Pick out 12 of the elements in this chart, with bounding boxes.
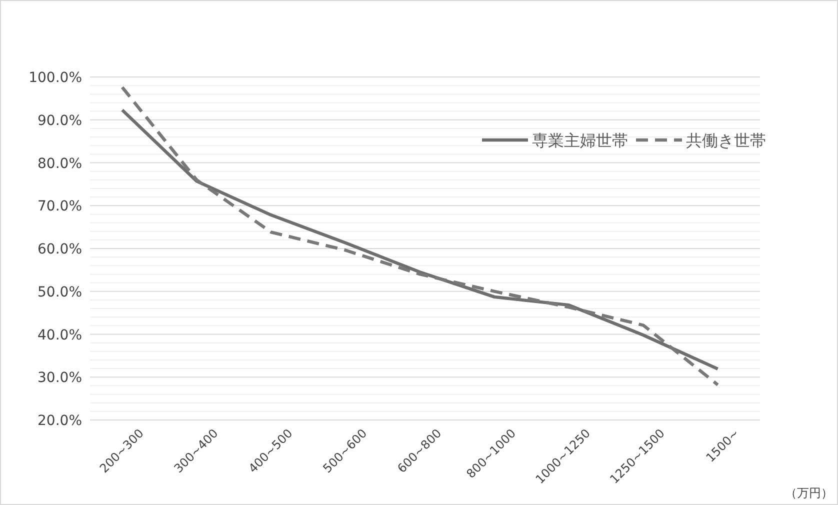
y-tick-label: 30.0% <box>38 370 82 386</box>
legend-label: 専業主婦世帯 <box>532 131 628 150</box>
y-tick-label: 20.0% <box>38 413 82 429</box>
y-tick-label: 70.0% <box>38 198 82 215</box>
y-tick-label: 90.0% <box>38 112 82 129</box>
y-tick-label: 60.0% <box>38 242 82 258</box>
y-tick-label: 40.0% <box>38 327 82 344</box>
y-tick-label: 80.0% <box>38 156 82 172</box>
x-axis-title: （万円） <box>785 486 833 500</box>
legend-label: 共働き世帯 <box>686 131 766 150</box>
y-tick-label: 100.0% <box>28 70 82 86</box>
y-tick-label: 50.0% <box>38 284 82 300</box>
